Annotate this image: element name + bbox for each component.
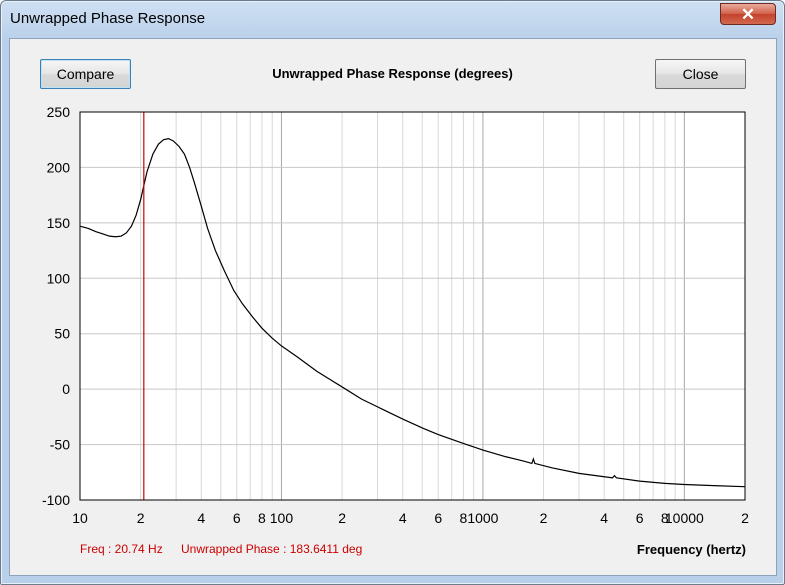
y-tick-labels: 250 200 150 100 50 0 -50 -100	[42, 104, 70, 508]
title-bar[interactable]: Unwrapped Phase Response ✕	[1, 1, 784, 37]
window-title: Unwrapped Phase Response	[10, 10, 206, 27]
x-tick-label: 4	[399, 510, 407, 526]
phase-readout: Unwrapped Phase : 183.6411 deg	[181, 542, 363, 556]
x-tick-label: 10000	[665, 510, 704, 526]
x-tick-label: 6	[233, 510, 241, 526]
compare-button[interactable]: Compare	[40, 59, 131, 89]
x-tick-label: 4	[197, 510, 205, 526]
y-tick-label: 200	[47, 159, 71, 175]
x-tick-label: 8	[661, 510, 669, 526]
phase-series-line	[79, 137, 746, 488]
y-tick-label: 150	[47, 215, 71, 231]
x-tick-label: 2	[741, 510, 749, 526]
close-button[interactable]: Close	[655, 59, 746, 89]
chart-title: Unwrapped Phase Response (degrees)	[272, 66, 513, 81]
y-tick-label: -50	[50, 437, 70, 453]
y-tick-label: 250	[47, 104, 71, 120]
y-tick-label: 0	[62, 381, 70, 397]
x-tick-label: 2	[338, 510, 346, 526]
x-tick-label: 8	[459, 510, 467, 526]
close-icon: ✕	[740, 5, 756, 24]
x-tick-label: 1000	[467, 510, 498, 526]
freq-readout: Freq : 20.74 Hz	[80, 542, 163, 556]
x-tick-label: 2	[137, 510, 145, 526]
y-tick-label: 100	[47, 270, 71, 286]
x-tick-label: 8	[258, 510, 266, 526]
y-tick-label: 50	[54, 326, 70, 342]
x-tick-label: 6	[636, 510, 644, 526]
x-tick-label: 2	[540, 510, 548, 526]
plot-area	[79, 111, 746, 501]
window-close-button[interactable]: ✕	[720, 3, 776, 25]
x-tick-label: 100	[270, 510, 294, 526]
x-tick-label: 10	[72, 510, 88, 526]
y-tick-label: -100	[42, 492, 70, 508]
x-axis-label: Frequency (hertz)	[636, 542, 746, 557]
x-tick-label: 4	[600, 510, 608, 526]
x-tick-label: 6	[434, 510, 442, 526]
